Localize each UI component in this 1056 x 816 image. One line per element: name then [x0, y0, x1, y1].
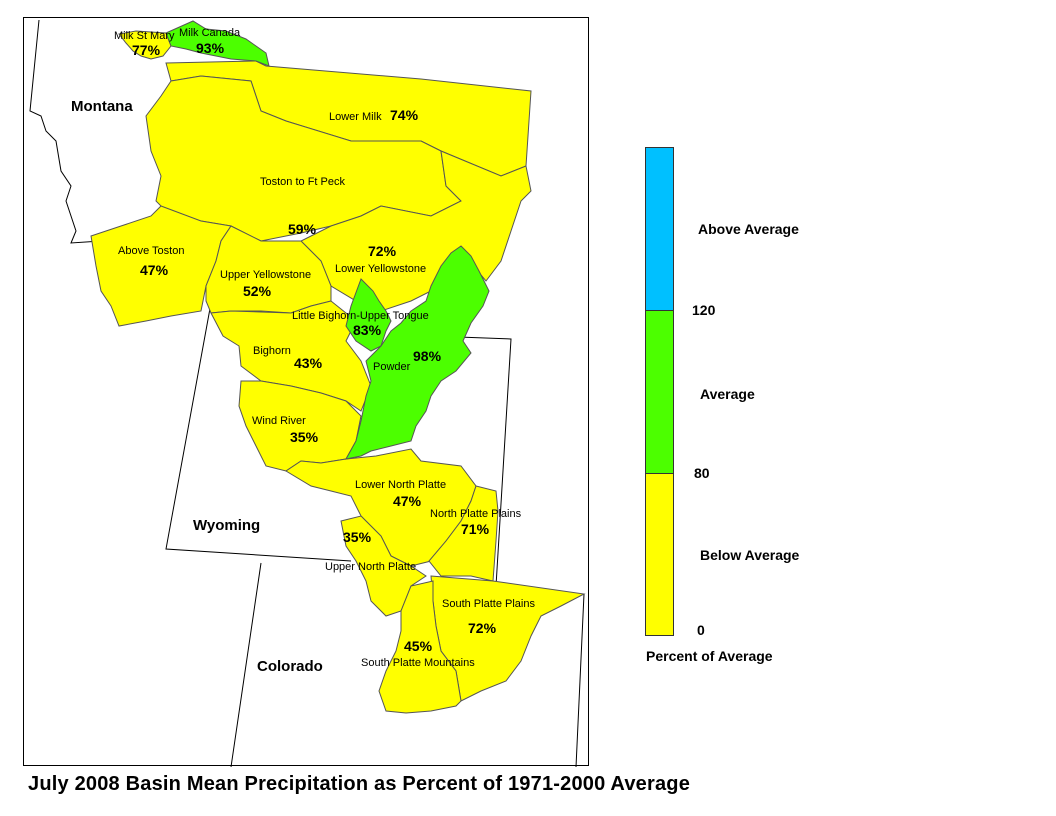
basin-pct-milk-st-mary: 77%: [132, 42, 161, 58]
basin-milk-canada[interactable]: [165, 20, 270, 67]
legend-tick-80: 80: [694, 465, 710, 481]
basin-pct-south-platte-plains: 72%: [468, 620, 497, 636]
colorado-outline: [230, 562, 585, 767]
basin-label-above-toston: Above Toston: [118, 245, 184, 257]
basin-label-wind-river: Wind River: [252, 415, 306, 427]
basin-pct-north-platte-plains: 71%: [461, 521, 490, 537]
legend-title: Percent of Average: [646, 648, 773, 664]
basin-pct-south-platte-mountains: 45%: [404, 638, 433, 654]
legend-tick-120: 120: [692, 302, 716, 318]
basin-little-bighorn[interactable]: [345, 278, 392, 352]
legend-label-above: Above Average: [698, 221, 799, 237]
basin-label-lower-milk: Lower Milk: [329, 111, 382, 123]
basin-label-south-platte-plains: South Platte Plains: [442, 598, 535, 610]
basin-powder[interactable]: [345, 245, 490, 460]
basin-label-upper-yellowstone: Upper Yellowstone: [220, 269, 311, 281]
legend-swatch-above: [645, 147, 674, 311]
state-label-wyoming: Wyoming: [193, 517, 260, 534]
basin-pct-milk-canada: 93%: [196, 40, 225, 56]
basin-pct-toston-ft-peck: 59%: [288, 221, 317, 237]
state-label-colorado: Colorado: [257, 658, 323, 675]
basin-pct-lower-milk: 74%: [390, 107, 419, 123]
basin-label-milk-canada: Milk Canada: [179, 27, 241, 39]
montana-outline: [29, 19, 102, 244]
legend-label-below: Below Average: [700, 547, 800, 563]
basin-pct-wind-river: 35%: [290, 429, 319, 445]
legend-swatch-average: [645, 310, 674, 474]
legend-label-average: Average: [700, 386, 755, 402]
basin-north-platte-plains[interactable]: [428, 485, 499, 582]
basin-pct-bighorn: 43%: [294, 355, 323, 371]
basin-label-lower-yellowstone: Lower Yellowstone: [335, 263, 426, 275]
basin-pct-lower-north-platte: 47%: [393, 493, 422, 509]
basin-pct-little-bighorn: 83%: [353, 322, 382, 338]
basin-pct-upper-north-platte: 35%: [343, 529, 372, 545]
basin-label-north-platte-plains: North Platte Plains: [430, 508, 522, 520]
basin-label-south-platte-mountains: South Platte Mountains: [361, 657, 475, 669]
basin-milk-st-mary[interactable]: [118, 30, 172, 60]
basin-label-toston-ft-peck: Toston to Ft Peck: [260, 176, 345, 188]
basin-label-lower-north-platte: Lower North Platte: [355, 479, 446, 491]
map-caption: July 2008 Basin Mean Precipitation as Pe…: [28, 773, 691, 795]
basin-pct-above-toston: 47%: [140, 262, 169, 278]
basin-south-platte-mountains[interactable]: [378, 580, 462, 714]
basin-lower-yellowstone[interactable]: [300, 150, 532, 312]
legend-tick-0: 0: [697, 622, 705, 638]
map-frame: Montana Wyoming Colorado Milk St Mary Mi…: [23, 17, 589, 767]
basin-label-powder: Powder: [373, 361, 411, 373]
basin-label-milk-st-mary: Milk St Mary: [114, 30, 175, 42]
basin-label-bighorn: Bighorn: [253, 345, 291, 357]
legend-swatch-below: [645, 473, 674, 636]
basin-label-little-bighorn: Little Bighorn-Upper Tongue: [292, 310, 429, 322]
basin-label-upper-north-platte: Upper North Platte: [325, 561, 416, 573]
basin-pct-lower-yellowstone: 72%: [368, 243, 397, 259]
basin-map: Montana Wyoming Colorado Milk St Mary Mi…: [29, 19, 586, 767]
basin-pct-powder: 98%: [413, 348, 442, 364]
state-label-montana: Montana: [71, 98, 133, 115]
basin-pct-upper-yellowstone: 52%: [243, 283, 272, 299]
